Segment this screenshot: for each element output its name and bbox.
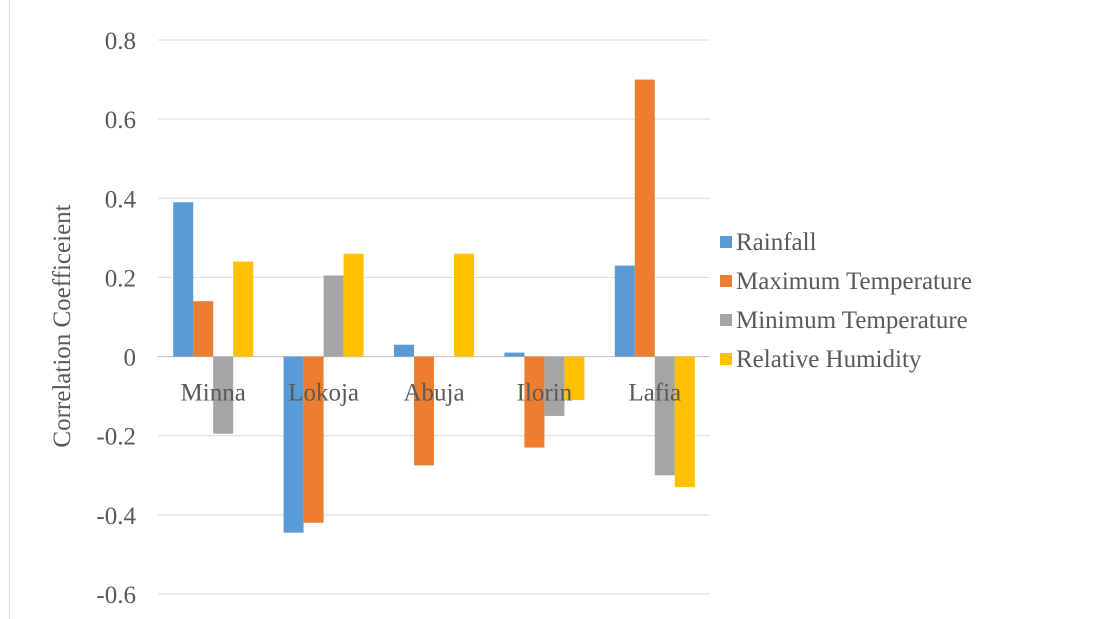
- category-label: Lafia: [628, 380, 681, 407]
- bar: [674, 356, 695, 488]
- bar: [454, 253, 474, 357]
- bar: [564, 356, 585, 401]
- bar: [323, 275, 344, 357]
- legend-swatch: [720, 353, 732, 365]
- bar: [173, 202, 194, 357]
- bar: [524, 356, 545, 448]
- y-tick-label: 0: [124, 345, 137, 372]
- y-tick-label: -0.6: [96, 582, 136, 609]
- y-axis-ticks: 0.8 0.6 0.4 0.2 0 -0.2 -0.4 -0.6: [96, 28, 136, 609]
- legend-swatch: [720, 275, 732, 287]
- category-labels: Minna Lokoja Abuja Ilorin Lafia: [181, 380, 682, 407]
- bar: [614, 265, 635, 357]
- bar: [414, 356, 434, 466]
- bars: [173, 79, 695, 533]
- y-tick-label: 0.8: [105, 28, 136, 55]
- bar: [283, 356, 304, 533]
- legend-label: Rainfall: [736, 229, 817, 256]
- bar: [634, 79, 655, 357]
- legend-swatch: [720, 236, 732, 248]
- legend-swatch: [720, 314, 732, 326]
- y-tick-label: 0.6: [105, 107, 136, 134]
- bar: [504, 352, 525, 357]
- category-label: Abuja: [403, 380, 464, 407]
- bar: [213, 356, 234, 434]
- y-tick-label: 0.4: [105, 186, 137, 213]
- bar: [654, 356, 675, 476]
- bar: [343, 253, 364, 357]
- chart-frame-line: [9, 0, 10, 619]
- legend-label: Minimum Temperature: [736, 307, 968, 334]
- y-tick-label: -0.4: [96, 503, 136, 530]
- category-label: Ilorin: [517, 380, 573, 407]
- y-axis-title: Correlation Coefficeient: [49, 204, 76, 447]
- legend: Rainfall Maximum Temperature Minimum Tempe…: [720, 229, 972, 373]
- bar: [544, 356, 565, 416]
- bar: [394, 344, 414, 357]
- bar: [233, 261, 254, 357]
- bar: [193, 301, 214, 357]
- category-label: Lokoja: [288, 380, 359, 407]
- legend-label: Maximum Temperature: [736, 268, 972, 295]
- y-tick-label: -0.2: [96, 424, 136, 451]
- category-label: Minna: [181, 380, 246, 407]
- bar: [303, 356, 324, 523]
- y-tick-label: 0.2: [105, 265, 136, 292]
- legend-label: Relative Humidity: [736, 346, 922, 373]
